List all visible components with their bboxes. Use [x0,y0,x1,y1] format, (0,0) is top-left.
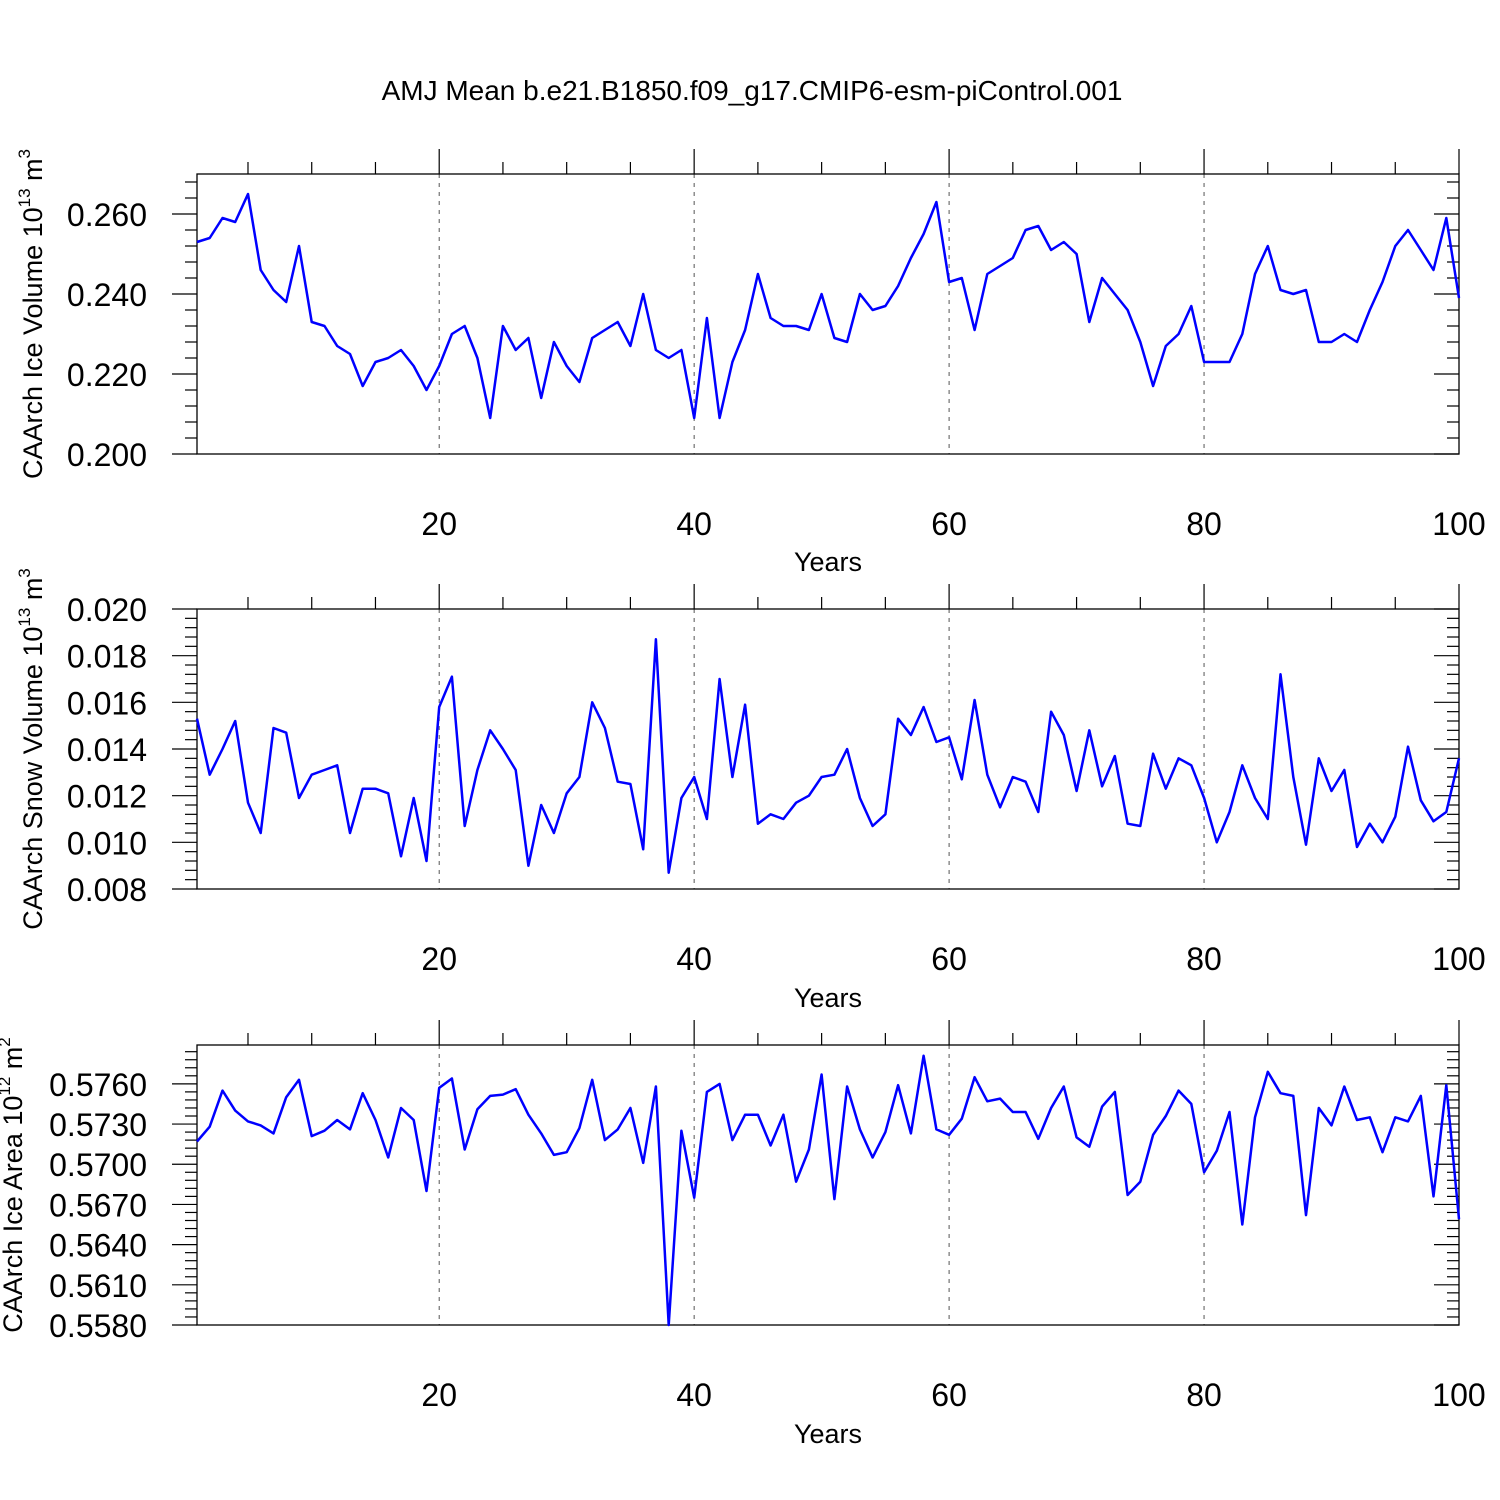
y-tick-label: 0.5580 [49,1308,147,1344]
y-tick-label: 0.260 [67,197,147,233]
x-tick-label: 20 [421,1377,457,1413]
y-tick-label: 0.5700 [49,1147,147,1183]
plot-frame [196,173,1460,455]
y-tick-label: 0.018 [67,639,147,675]
x-tick-label: 40 [676,941,712,977]
series-line [196,192,1461,420]
panel-snow-volume: 20 40 60 80 100 0.008 0.010 0.012 0.014 0.016 0.01… [15,568,1486,1013]
y-tick-label: 0.008 [67,872,147,908]
x-tick-label: 100 [1432,1377,1485,1413]
x-tick-label: 20 [421,941,457,977]
x-axis-label: Years [794,1419,862,1449]
series-line [196,1054,1461,1327]
y-tick-label: 0.200 [67,437,147,473]
y-tick-label: 0.5730 [49,1107,147,1143]
y-tick-label: 0.020 [67,592,147,628]
y-tick-label: 0.220 [67,357,147,393]
y-tick-label: 0.016 [67,685,147,721]
y-tick-label: 0.5760 [49,1067,147,1103]
x-tick-label: 80 [1186,506,1222,542]
y-tick-label: 0.5610 [49,1268,147,1304]
x-tick-label: 60 [931,1377,967,1413]
plot-frame [196,1044,1460,1326]
x-tick-label: 60 [931,506,967,542]
x-tick-label: 80 [1186,1377,1222,1413]
x-tick-label: 40 [676,506,712,542]
x-tick-label: 20 [421,506,457,542]
series-line [195,638,1461,874]
x-tick-label: 80 [1186,941,1222,977]
x-tick-label: 100 [1432,941,1485,977]
plot-frame [196,608,1460,890]
y-tick-label: 0.5670 [49,1187,147,1223]
y-tick-label: 0.012 [67,779,147,815]
y-tick-label: 0.010 [67,825,147,861]
y-tick-label: 0.014 [67,732,147,768]
x-axis-label: Years [794,983,862,1013]
y-axis-label: CAArch Snow Volume 1013 m3 [15,568,48,930]
figure-title: AMJ Mean b.e21.B1850.f09_g17.CMIP6-esm-p… [382,75,1123,106]
y-tick-label: 0.240 [67,277,147,313]
y-axis-label: CAArch Ice Area 1012 m2 [0,1037,28,1333]
y-axis-label: CAArch Ice Volume 1013 m3 [15,149,48,479]
y-tick-label: 0.5640 [49,1228,147,1264]
x-tick-label: 40 [676,1377,712,1413]
x-tick-label: 100 [1432,506,1485,542]
x-tick-label: 60 [931,941,967,977]
x-axis-label: Years [794,547,862,577]
panel-ice-area: 20 40 60 80 100 0.5580 0.5610 0.5640 0.5670 0.570… [0,1020,1486,1449]
panel-ice-volume: 20 40 60 80 100 0.200 0.220 0.240 0.260 Years CA… [15,149,1486,577]
